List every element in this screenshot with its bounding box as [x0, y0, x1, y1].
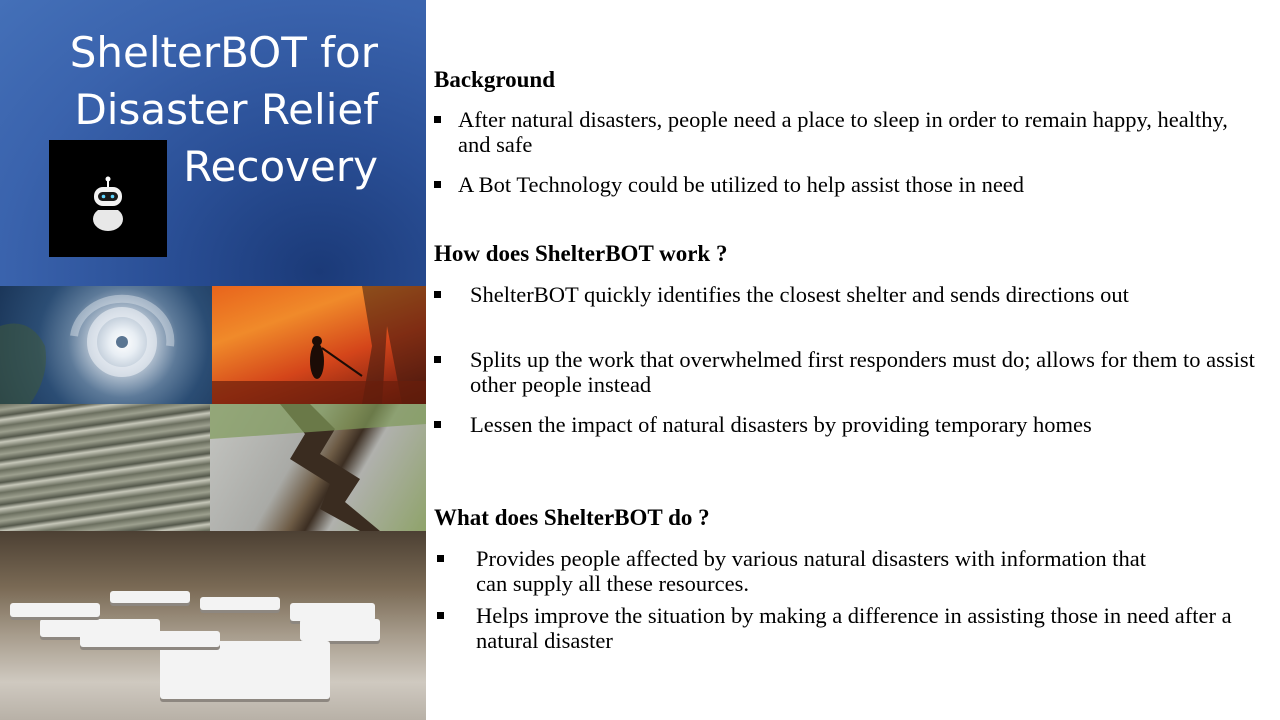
cot	[290, 603, 375, 621]
flood-waves-photo	[0, 404, 210, 531]
bullet-icon	[437, 555, 444, 562]
bullet-icon	[434, 356, 441, 363]
wildfire-firefighter-photo	[212, 286, 426, 404]
cot	[110, 591, 190, 603]
section-heading-how-it-works: How does ShelterBOT work ?	[434, 241, 728, 266]
cot	[10, 603, 100, 617]
slide-title: ShelterBOT for Disaster Relief Recovery	[69, 28, 378, 191]
robot-logo	[49, 140, 167, 257]
title-panel: ShelterBOT for Disaster Relief Recovery	[0, 0, 426, 286]
bullet-icon	[434, 421, 441, 428]
cot	[300, 619, 380, 641]
cot	[80, 631, 220, 647]
left-panel: ShelterBOT for Disaster Relief Recovery	[0, 0, 426, 720]
bullet-icon	[434, 291, 441, 298]
bullet-icon	[437, 612, 444, 619]
section-heading-what-it-does: What does ShelterBOT do ?	[434, 505, 710, 530]
shelter-cots-photo	[0, 531, 426, 720]
earthquake-cracked-road-photo	[210, 404, 426, 531]
section-heading-background: Background	[434, 67, 556, 92]
hurricane-satellite-photo	[0, 286, 212, 404]
bullet-icon	[434, 116, 441, 123]
cot	[160, 641, 330, 699]
cot	[200, 597, 280, 610]
bullet-icon	[434, 181, 441, 188]
